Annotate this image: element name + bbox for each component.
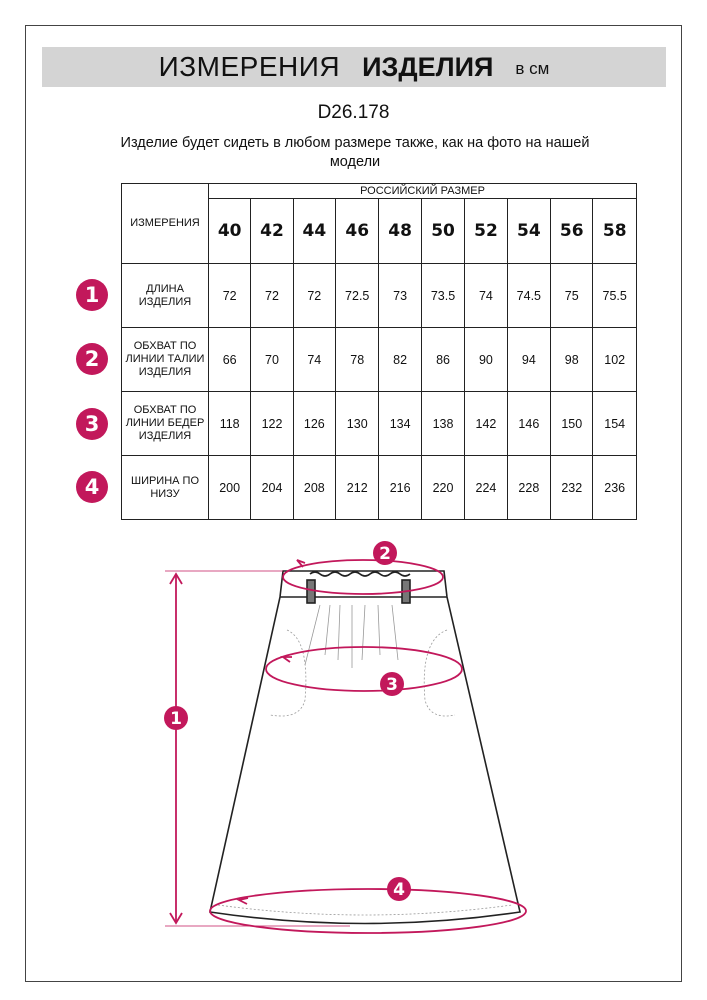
table-cell: 78 bbox=[334, 327, 380, 392]
size-header: 42 bbox=[250, 198, 294, 264]
table-row: ДЛИНА ИЗДЕЛИЯ 72 72 72 72.5 73 73.5 74 74.5 75 75.… bbox=[121, 263, 637, 328]
table-cell: 216 bbox=[378, 455, 422, 520]
table-cell: 90 bbox=[464, 327, 508, 392]
fit-note: Изделие будет сидеть в любом размере так… bbox=[120, 135, 590, 170]
table-cell: 208 bbox=[292, 455, 336, 520]
table-cell: 118 bbox=[207, 391, 252, 456]
size-header: 44 bbox=[292, 198, 336, 264]
size-table: ИЗМЕРЕНИЯ РОССИЙСКИЙ РАЗМЕР 40 42 44 46 48 50… bbox=[121, 183, 637, 520]
table-cell: 75.5 bbox=[592, 263, 637, 328]
row-label: ДЛИНА ИЗДЕЛИЯ bbox=[121, 263, 209, 328]
length-arrows bbox=[169, 572, 183, 925]
diagram-marker-circle bbox=[164, 706, 188, 730]
table-cell: 212 bbox=[334, 455, 380, 520]
table-cell: 74.5 bbox=[506, 263, 552, 328]
article-code: D26.178 bbox=[317, 102, 390, 123]
table-cell: 72 bbox=[207, 263, 252, 328]
table-cell: 75 bbox=[550, 263, 594, 328]
belt-loop-left bbox=[306, 579, 316, 604]
table-cell: 86 bbox=[420, 327, 466, 392]
row-label: ШИРИНА ПО НИЗУ bbox=[121, 455, 209, 520]
table-cell: 73 bbox=[378, 263, 422, 328]
waist-ellipse bbox=[282, 559, 444, 595]
table-cell: 150 bbox=[550, 391, 594, 456]
diagram-marker-circle bbox=[373, 541, 397, 565]
table-cell: 232 bbox=[550, 455, 594, 520]
table-cell: 70 bbox=[250, 327, 294, 392]
table-cell: 142 bbox=[464, 391, 508, 456]
table-cell: 134 bbox=[378, 391, 422, 456]
table-row: ОБХВАТ ПО ЛИНИИ БЕДЕР ИЗДЕЛИЯ 118 122 126 13… bbox=[121, 391, 637, 456]
measurement-number-badge: 3 bbox=[76, 408, 108, 440]
gathers bbox=[304, 604, 399, 668]
pocket-right bbox=[423, 629, 456, 717]
table-cell: 228 bbox=[506, 455, 552, 520]
hem-arrow bbox=[236, 897, 249, 905]
diagram-marker-circle bbox=[387, 877, 411, 901]
row-label: ОБХВАТ ПО ЛИНИИ ТАЛИИ ИЗДЕЛИЯ bbox=[121, 327, 209, 392]
sizes-row: 40 42 44 46 48 50 52 54 56 58 bbox=[122, 198, 637, 264]
size-header: 40 bbox=[207, 198, 252, 264]
pocket-left bbox=[269, 629, 307, 717]
table-row: ШИРИНА ПО НИЗУ 200 204 208 212 216 220 224 228 23… bbox=[121, 455, 637, 520]
table-cell: 82 bbox=[378, 327, 422, 392]
table-cell: 102 bbox=[592, 327, 637, 392]
page-frame bbox=[25, 25, 682, 982]
hem-stitch bbox=[217, 904, 513, 916]
table-cell: 138 bbox=[420, 391, 466, 456]
table-cell: 200 bbox=[207, 455, 252, 520]
table-cell: 224 bbox=[464, 455, 508, 520]
hem-ellipse bbox=[209, 888, 527, 934]
table-cell: 204 bbox=[250, 455, 294, 520]
size-header: 54 bbox=[506, 198, 552, 264]
diagram-marker-label: 3 bbox=[386, 675, 398, 695]
hip-arrow bbox=[280, 656, 292, 663]
title-unit: в см bbox=[515, 59, 550, 78]
size-header: 46 bbox=[334, 198, 380, 264]
waist-arrow bbox=[296, 559, 306, 568]
table-row: ОБХВАТ ПО ЛИНИИ ТАЛИИ ИЗДЕЛИЯ 66 70 74 78 82 8… bbox=[121, 327, 637, 392]
measurement-number-badge: 4 bbox=[76, 471, 108, 503]
title-bold: ИЗДЕЛИЯ bbox=[362, 51, 494, 82]
measurement-number-badge: 2 bbox=[76, 343, 108, 375]
diagram-marker-label: 4 bbox=[393, 880, 405, 900]
title-banner: ИЗМЕРЕНИЯ ИЗДЕЛИЯ в см bbox=[42, 47, 666, 87]
elastic-waist bbox=[309, 571, 411, 577]
diagram-marker-circle bbox=[380, 672, 404, 696]
diagram-marker-label: 1 bbox=[170, 709, 182, 729]
title-regular: ИЗМЕРЕНИЯ bbox=[158, 51, 341, 82]
skirt-outline bbox=[209, 570, 521, 925]
table-cell: 220 bbox=[420, 455, 466, 520]
size-header: 50 bbox=[420, 198, 466, 264]
table-cell: 130 bbox=[334, 391, 380, 456]
table-cell: 72.5 bbox=[334, 263, 380, 328]
measurement-number-badge: 1 bbox=[76, 279, 108, 311]
group-header: РОССИЙСКИЙ РАЗМЕР bbox=[208, 183, 637, 199]
size-header: 56 bbox=[550, 198, 594, 264]
table-cell: 236 bbox=[592, 455, 637, 520]
table-cell: 73.5 bbox=[420, 263, 466, 328]
diagram-marker-label: 2 bbox=[379, 544, 391, 564]
table-cell: 94 bbox=[506, 327, 552, 392]
size-header: 58 bbox=[592, 198, 637, 264]
table-cell: 146 bbox=[506, 391, 552, 456]
row-label: ОБХВАТ ПО ЛИНИИ БЕДЕР ИЗДЕЛИЯ bbox=[121, 391, 209, 456]
hip-ellipse bbox=[265, 646, 463, 692]
table-cell: 72 bbox=[250, 263, 294, 328]
